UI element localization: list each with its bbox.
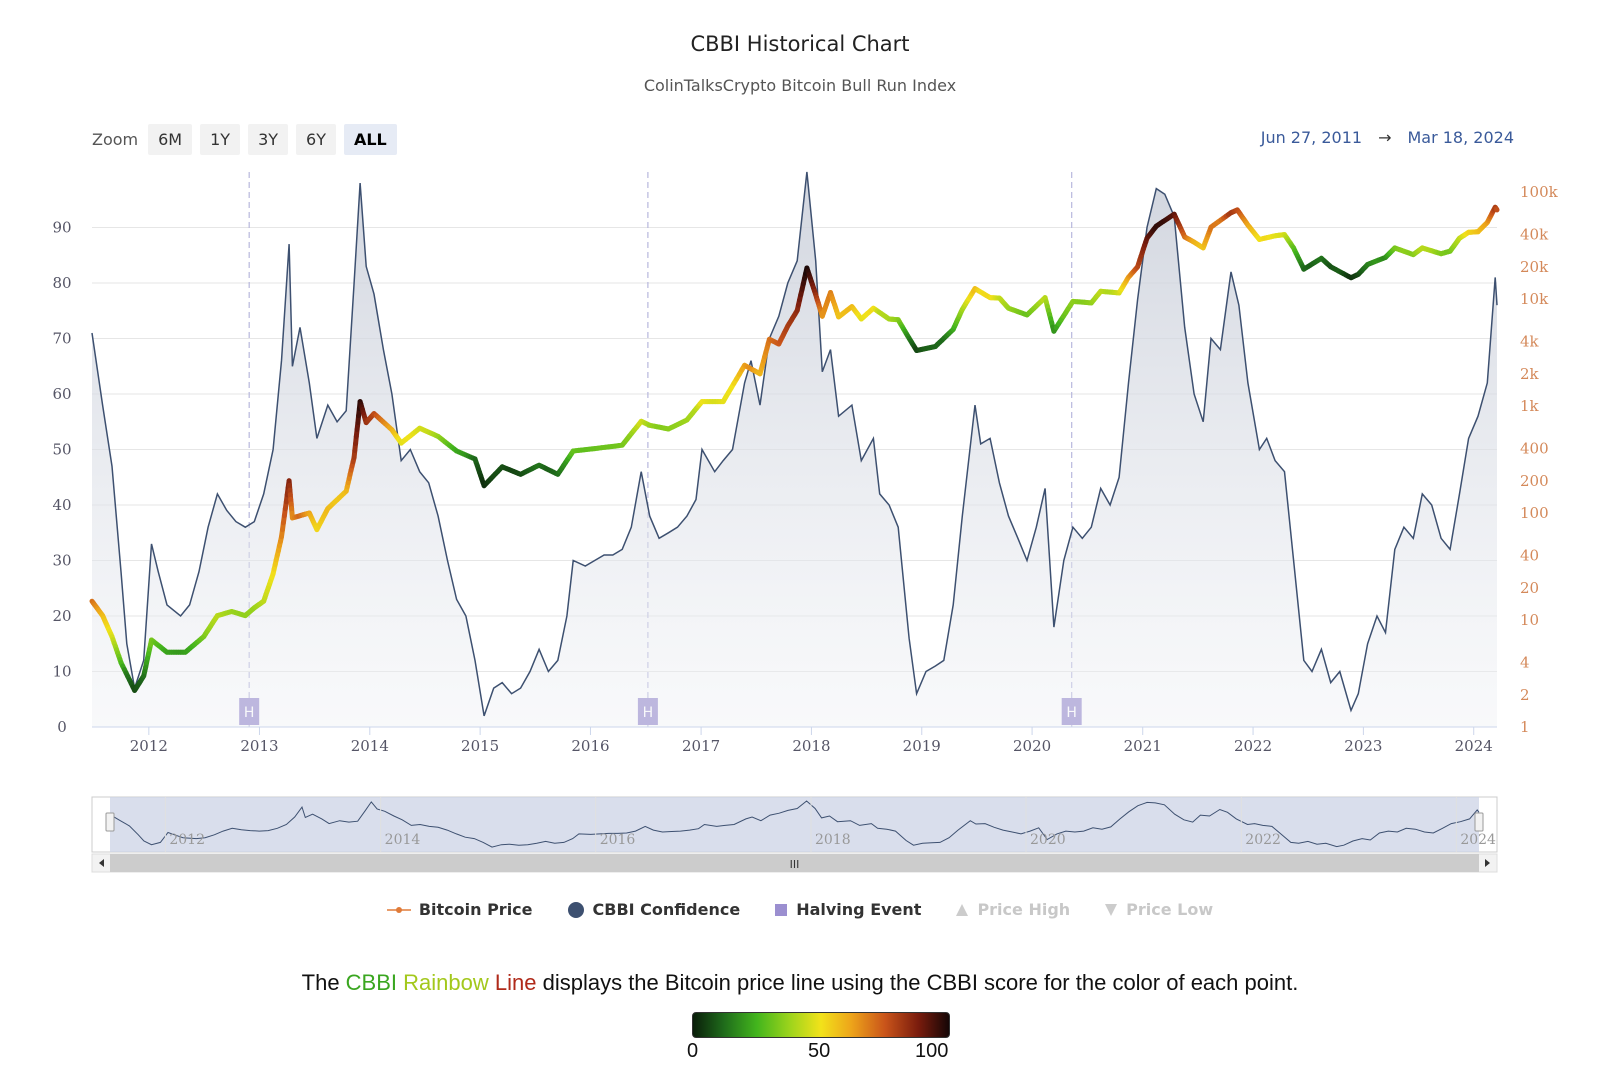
- legend-label: Bitcoin Price: [418, 900, 533, 919]
- y-right-tick-label: 1: [1520, 718, 1530, 736]
- y-left-tick-label: 0: [57, 718, 67, 736]
- x-tick-label: 2022: [1234, 737, 1272, 755]
- footer-rainbow: Rainbow: [403, 970, 489, 995]
- y-left-tick-label: 80: [52, 274, 71, 292]
- triangle-down-icon: [1105, 903, 1118, 916]
- navigator-tick-label: 2022: [1245, 832, 1281, 848]
- zoom-controls: Zoom 6M 1Y 3Y 6Y ALL: [92, 124, 397, 155]
- y-left-tick-label: 90: [52, 219, 71, 237]
- y-left-tick-label: 60: [52, 385, 71, 403]
- chart-title: CBBI Historical Chart: [690, 32, 910, 56]
- y-right-tick-label: 100k: [1520, 183, 1559, 201]
- colorbar-max-label: 100: [915, 1040, 949, 1062]
- rainbow-description: The CBBI Rainbow Line displays the Bitco…: [0, 970, 1600, 996]
- range-arrow: →: [1378, 128, 1392, 147]
- zoom-1y-button[interactable]: 1Y: [200, 124, 241, 155]
- y-left-tick-label: 10: [52, 663, 71, 681]
- navigator-tick-label: 2014: [385, 832, 421, 848]
- x-tick-label: 2018: [792, 737, 830, 755]
- scroll-right-icon[interactable]: [1485, 859, 1490, 867]
- line-dot-icon: [386, 906, 411, 913]
- cbbi-colorbar: [692, 1012, 950, 1038]
- navigator-right-handle[interactable]: [1474, 812, 1484, 832]
- chart-subtitle: ColinTalksCrypto Bitcoin Bull Run Index: [643, 76, 957, 95]
- legend-label: Halving Event: [796, 900, 922, 919]
- navigator-tick-label: 2016: [600, 832, 636, 848]
- zoom-3y-button[interactable]: 3Y: [248, 124, 289, 155]
- y-right-tick-label: 40: [1520, 547, 1539, 565]
- date-range: Jun 27, 2011 → Mar 18, 2024: [1261, 128, 1514, 147]
- zoom-all-button[interactable]: ALL: [343, 124, 397, 155]
- y-right-tick-label: 20k: [1520, 258, 1549, 276]
- legend-price-low[interactable]: Price Low: [1104, 900, 1213, 919]
- y-right-tick-label: 200: [1520, 472, 1549, 490]
- zoom-label: Zoom: [92, 130, 139, 149]
- square-icon: [775, 903, 788, 916]
- zoom-6y-button[interactable]: 6Y: [296, 124, 336, 155]
- navigator-left-handle[interactable]: [105, 812, 115, 832]
- colorbar-min-label: 0: [687, 1040, 699, 1062]
- y-right-tick-label: 10: [1520, 611, 1539, 629]
- x-tick-label: 2024: [1455, 737, 1493, 755]
- y-right-tick-label: 2: [1520, 686, 1530, 704]
- y-left-tick-label: 30: [52, 552, 71, 570]
- x-tick-label: 2017: [682, 737, 720, 755]
- footer-cbbi: CBBI: [345, 970, 398, 995]
- y-right-tick-label: 4k: [1520, 333, 1540, 351]
- legend-price-high[interactable]: Price High: [955, 900, 1070, 919]
- y-left-tick-label: 50: [52, 441, 71, 459]
- axes: 0 10 20 30 40 50 60 70 80 90 1 2 4 10 20 40 100 200 400 1k 2…: [52, 183, 1558, 755]
- footer-prefix: The: [301, 970, 346, 995]
- cbbi-area: [91, 171, 1498, 727]
- x-tick-label: 2016: [571, 737, 609, 755]
- circle-icon: [567, 901, 584, 918]
- x-tick-label: 2014: [351, 737, 389, 755]
- legend-halving-event[interactable]: Halving Event: [774, 900, 921, 919]
- scrollbar-thumb[interactable]: [110, 854, 1479, 872]
- y-right-tick-label: 100: [1520, 504, 1549, 522]
- navigator-series: [109, 800, 1480, 848]
- x-tick-label: 2015: [461, 737, 499, 755]
- range-to-input[interactable]: Mar 18, 2024: [1407, 128, 1514, 147]
- legend: Bitcoin Price CBBI Confidence Halving Ev…: [0, 900, 1600, 919]
- y-right-tick-label: 40k: [1520, 226, 1549, 244]
- x-tick-label: 2012: [130, 737, 168, 755]
- colorbar-mid-label: 50: [808, 1040, 831, 1062]
- y-left-tick-label: 40: [52, 496, 71, 514]
- legend-label: Price High: [977, 900, 1071, 919]
- scroll-left-icon[interactable]: [99, 859, 104, 867]
- footer-line: Line: [494, 970, 537, 995]
- bitcoin-price-rainbow-line: [89, 204, 1500, 693]
- y-right-tick-label: 400: [1520, 440, 1549, 458]
- navigator[interactable]: 2012 2014 2016 2018 2020 2022 2024 III: [91, 796, 1498, 873]
- legend-label: CBBI Confidence: [592, 900, 741, 919]
- y-right-tick-label: 2k: [1520, 365, 1540, 383]
- range-from-input[interactable]: Jun 27, 2011: [1260, 128, 1363, 147]
- y-left-tick-label: 20: [52, 607, 71, 625]
- y-right-tick-label: 1k: [1520, 397, 1540, 415]
- y-left-tick-label: 70: [52, 330, 71, 348]
- x-tick-label: 2020: [1013, 737, 1051, 755]
- zoom-6m-button[interactable]: 6M: [148, 124, 193, 155]
- x-tick-label: 2019: [903, 737, 941, 755]
- scrollbar-grip: III: [790, 858, 800, 871]
- legend-label: Price Low: [1126, 900, 1214, 919]
- cbbi-confidence-line: [91, 171, 1498, 717]
- navigator-tick-label: 2018: [815, 832, 851, 848]
- footer-suffix: displays the Bitcoin price line using th…: [536, 970, 1299, 995]
- y-right-tick-label: 10k: [1520, 290, 1549, 308]
- y-right-tick-label: 20: [1520, 579, 1539, 597]
- cbbi-area-fill: [92, 172, 1497, 727]
- y-right-tick-label: 4: [1520, 654, 1530, 672]
- x-tick-label: 2023: [1344, 737, 1382, 755]
- navigator-tick-label: 2024: [1460, 832, 1496, 848]
- x-tick-label: 2013: [240, 737, 278, 755]
- legend-bitcoin-price[interactable]: Bitcoin Price: [386, 900, 533, 919]
- cbbi-chart[interactable]: HHH 010203040506070809012410204010020040…: [0, 0, 1600, 880]
- navigator-tick-label: 2020: [1030, 832, 1066, 848]
- x-tick-label: 2021: [1124, 737, 1162, 755]
- navigator-tick-label: 2012: [169, 832, 205, 848]
- legend-cbbi-confidence[interactable]: CBBI Confidence: [567, 900, 741, 919]
- triangle-up-icon: [956, 903, 969, 916]
